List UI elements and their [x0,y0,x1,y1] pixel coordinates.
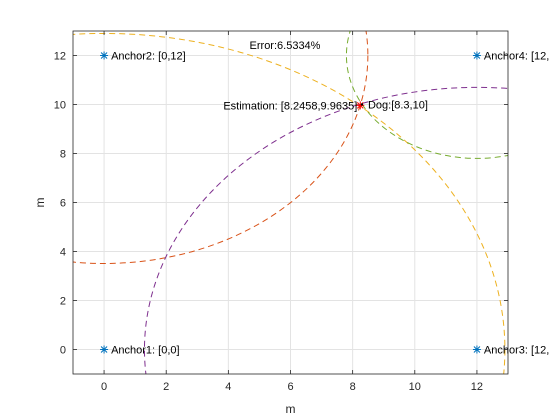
point-labels: Anchor1: [0,0] Anchor2: [0,12] Anchor3: [1… [111,51,549,357]
x-tick-label: 0 [101,381,107,393]
anchor-marker [100,345,109,354]
y-tick-label: 8 [60,149,66,161]
anchor-marker [472,51,481,60]
y-tick-label: 0 [60,345,66,357]
y-tick-label: 6 [60,198,66,210]
y-axis-ticks: 0 2 4 6 8 10 12 [54,51,508,357]
distance-circle [345,31,508,159]
y-tick-label: 2 [60,296,66,308]
y-tick-label: 12 [54,51,66,63]
x-axis-label: m [286,402,296,416]
anchor-label: Anchor3: [12, [484,345,549,357]
markers [100,51,481,354]
anchor-marker [100,51,109,60]
dog-label: Dog:[8.3,10] [368,100,428,112]
estimation-marker [356,101,365,110]
y-tick-label: 4 [60,247,66,259]
estimation-label: Estimation: [8.2458,9.9635] [223,100,357,112]
error-annotation: Error:6.5334% [250,40,321,52]
x-tick-label: 6 [287,381,293,393]
anchor-label: Anchor2: [0,12] [111,51,186,63]
distance-circle [73,31,369,264]
x-tick-label: 12 [471,381,483,393]
distance-circle [144,86,508,374]
x-tick-label: 4 [225,381,231,393]
x-axis-ticks: 0 2 4 6 8 10 12 [101,31,483,393]
dog-marker [360,103,364,106]
x-tick-label: 2 [163,381,169,393]
anchor-label: Anchor4: [12, [484,51,549,63]
y-axis-label: m [33,198,47,208]
anchor-label: Anchor1: [0,0] [111,345,180,357]
y-tick-label: 10 [54,100,66,112]
anchor-marker [472,345,481,354]
x-tick-label: 8 [350,381,356,393]
x-tick-label: 10 [409,381,421,393]
